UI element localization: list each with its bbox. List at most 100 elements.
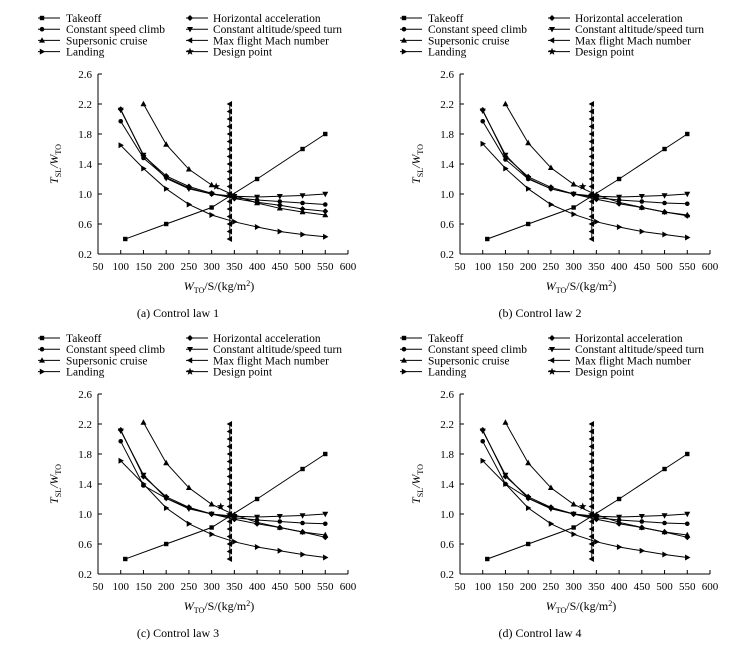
point-landing [594,218,600,225]
legend-marker-climb [401,346,407,352]
point-landing [548,520,555,527]
y-tick-label: 2.2 [440,99,454,111]
series-line-turn [120,109,326,198]
legend-marker-mach [186,357,193,364]
point-takeoff [662,146,667,152]
legend-label-climb: Constant speed climb [66,24,165,36]
series-line-takeoff [125,133,326,240]
series-line-landing [482,143,688,238]
point-mach [588,488,595,495]
point-turn [276,514,283,520]
legend-marker-takeoff [401,15,407,21]
point-turn [525,496,532,502]
point-takeoff [254,496,260,502]
point-mach [588,161,595,167]
point-horiz [276,524,283,531]
legend-marker-takeoff [39,15,45,21]
x-axis-label: WTO/S/(kg/m2) [184,599,255,615]
point-turn [661,193,668,199]
y-tick-label: 2.2 [78,99,92,111]
y-tick-label: 0.6 [78,219,92,231]
point-design [226,510,234,518]
point-climb [322,202,328,207]
point-mach [588,451,595,457]
point-mach [226,108,233,115]
point-turn [593,194,600,200]
point-mach [588,108,595,115]
point-cruise [140,100,147,107]
point-mach [226,436,233,442]
point-mach [226,206,233,212]
point-mach [226,451,233,457]
point-landing [525,185,532,192]
series-landing [118,142,329,240]
legend-label-takeoff: Takeoff [66,333,102,345]
point-climb [277,199,283,204]
y-tick-label: 1.8 [440,129,454,141]
point-turn [254,194,261,201]
point-climb [300,520,305,526]
legend-marker-landing [39,368,46,375]
series-takeoff [485,451,690,562]
point-mach [588,131,595,137]
x-tick-label: 150 [135,581,152,593]
point-horiz [638,524,645,531]
series-takeoff [485,131,690,242]
point-mach [588,228,595,235]
x-tick-label: 50 [93,581,105,593]
x-tick-label: 600 [702,261,719,273]
point-turn [322,511,329,518]
point-climb [662,200,667,206]
point-mach [588,153,595,160]
point-mach [226,213,233,220]
legend-label-landing: Landing [66,47,105,59]
legend-marker-landing [401,48,408,55]
legend-marker-design [186,367,194,375]
point-turn [684,511,691,518]
point-turn [616,194,623,201]
point-landing [209,531,215,538]
point-takeoff [616,176,622,182]
legend-marker-climb [39,26,45,32]
y-tick-label: 2.2 [78,419,92,431]
y-axis-label: TSL/WTO [47,144,63,184]
y-axis-label: TSL/WTO [409,144,425,184]
x-tick-label: 550 [317,581,334,593]
point-mach [226,123,233,130]
x-tick-label: 300 [203,581,220,593]
point-mach [588,221,595,227]
point-turn [570,191,577,198]
point-climb [118,438,124,444]
y-tick-label: 1.4 [440,159,454,171]
point-mach [226,458,233,465]
legend-marker-turn [187,347,193,353]
point-turn [502,152,509,159]
x-tick-label: 500 [294,261,311,273]
panel-caption: (a) Control law 1 [137,306,219,320]
series-turn [479,108,691,201]
x-tick-label: 400 [611,581,628,593]
point-design [588,191,596,199]
point-mach [226,116,233,122]
point-climb [684,521,690,527]
x-tick-label: 400 [249,581,266,593]
x-axis-label: WTO/S/(kg/m2) [546,279,617,295]
point-landing [616,224,623,230]
legend-marker-climb [401,26,407,32]
point-takeoff [209,525,214,530]
legend-marker-design [548,47,556,55]
series-line-takeoff [125,453,326,560]
series-turn [479,428,691,521]
point-mach [226,146,233,152]
point-mach [226,198,233,205]
y-tick-label: 0.2 [440,249,454,261]
point-horiz [638,204,645,211]
point-landing [594,538,600,545]
point-mach [226,496,233,502]
point-turn [117,107,124,114]
point-landing [685,554,691,561]
x-tick-label: 500 [294,581,311,593]
point-turn [525,176,532,182]
point-climb [662,520,667,526]
point-landing [254,544,261,550]
